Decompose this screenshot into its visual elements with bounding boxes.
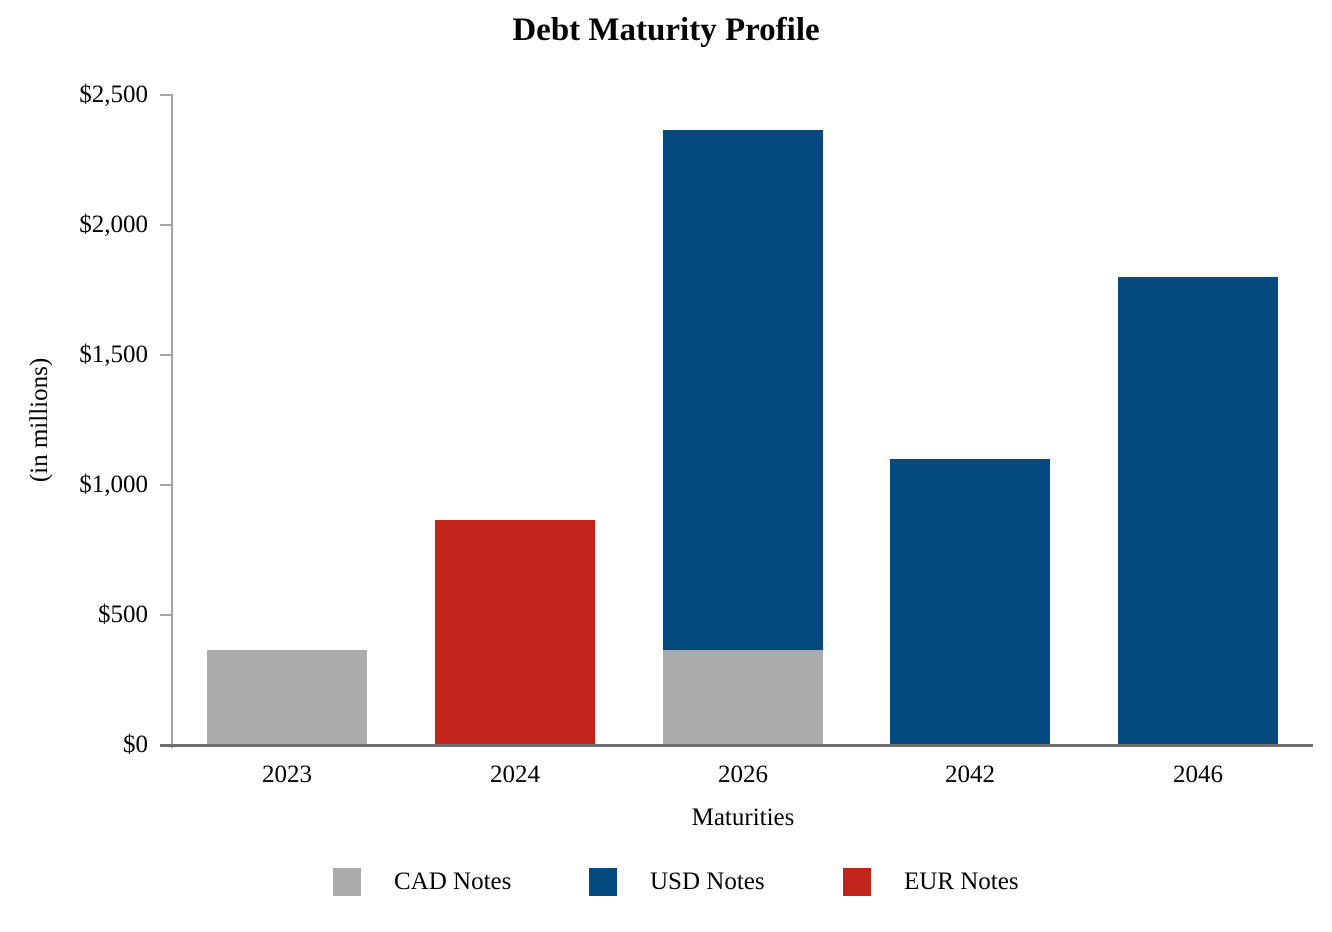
x-axis-line: [160, 744, 1313, 747]
y-tick-mark: [160, 484, 171, 486]
y-tick-mark: [160, 94, 171, 96]
y-tick-label: $1,000: [79, 471, 148, 498]
y-tick-label: $2,000: [79, 211, 148, 238]
y-axis-line: [171, 94, 173, 748]
legend-swatch-cad-notes: [333, 868, 361, 896]
bar-segment-usd-notes-2042: [890, 459, 1050, 745]
x-tick-label-2026: 2026: [718, 761, 768, 788]
y-tick-mark: [160, 614, 171, 616]
bar-segment-cad-notes-2023: [207, 650, 367, 745]
x-tick-label-2046: 2046: [1173, 761, 1223, 788]
bar-segment-usd-notes-2046: [1118, 277, 1278, 745]
y-tick-label: $1,500: [79, 341, 148, 368]
bar-segment-eur-notes-2024: [435, 520, 595, 745]
y-tick-mark: [160, 224, 171, 226]
legend-swatch-usd-notes: [589, 868, 617, 896]
x-tick-label-2024: 2024: [490, 761, 540, 788]
legend-label-usd-notes: USD Notes: [650, 868, 765, 895]
bar-segment-usd-notes-2026: [663, 130, 823, 650]
legend-swatch-eur-notes: [843, 868, 871, 896]
y-tick-label: $0: [123, 731, 148, 758]
legend-label-eur-notes: EUR Notes: [904, 868, 1019, 895]
x-axis-title: Maturities: [691, 804, 795, 831]
y-tick-mark: [160, 354, 171, 356]
x-tick-label-2023: 2023: [262, 761, 312, 788]
x-tick-label-2042: 2042: [945, 761, 995, 788]
bar-segment-cad-notes-2026: [663, 650, 823, 745]
y-tick-label: $2,500: [79, 81, 148, 108]
legend-label-cad-notes: CAD Notes: [394, 868, 512, 895]
chart-title: Debt Maturity Profile: [512, 12, 820, 48]
y-tick-label: $500: [98, 601, 148, 628]
